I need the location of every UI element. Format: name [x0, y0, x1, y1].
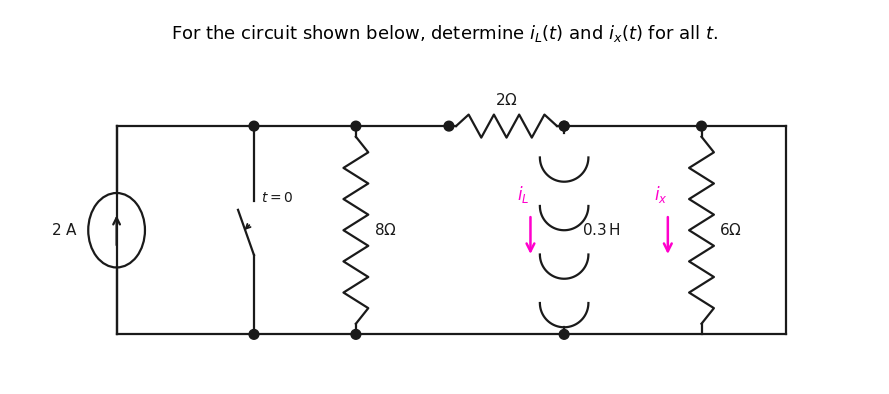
Text: $2$ A: $2$ A [51, 222, 77, 238]
Text: $i_L$: $i_L$ [517, 184, 530, 205]
Text: $0.3\,\mathrm{H}$: $0.3\,\mathrm{H}$ [582, 222, 621, 238]
Circle shape [249, 121, 259, 131]
Text: For the circuit shown below, determine $i_L(t)$ and $i_x(t)$ for all $t$.: For the circuit shown below, determine $… [171, 22, 718, 44]
Text: $t = 0$: $t = 0$ [261, 191, 293, 205]
Text: $i_x$: $i_x$ [654, 184, 668, 205]
Circle shape [559, 329, 569, 339]
Text: $6\Omega$: $6\Omega$ [719, 222, 742, 238]
Circle shape [351, 329, 361, 339]
Circle shape [351, 121, 361, 131]
Text: $2\Omega$: $2\Omega$ [495, 92, 518, 108]
Circle shape [249, 329, 259, 339]
Circle shape [697, 121, 707, 131]
Circle shape [559, 121, 569, 131]
Text: $8\Omega$: $8\Omega$ [373, 222, 396, 238]
Circle shape [559, 121, 569, 131]
Circle shape [444, 121, 453, 131]
